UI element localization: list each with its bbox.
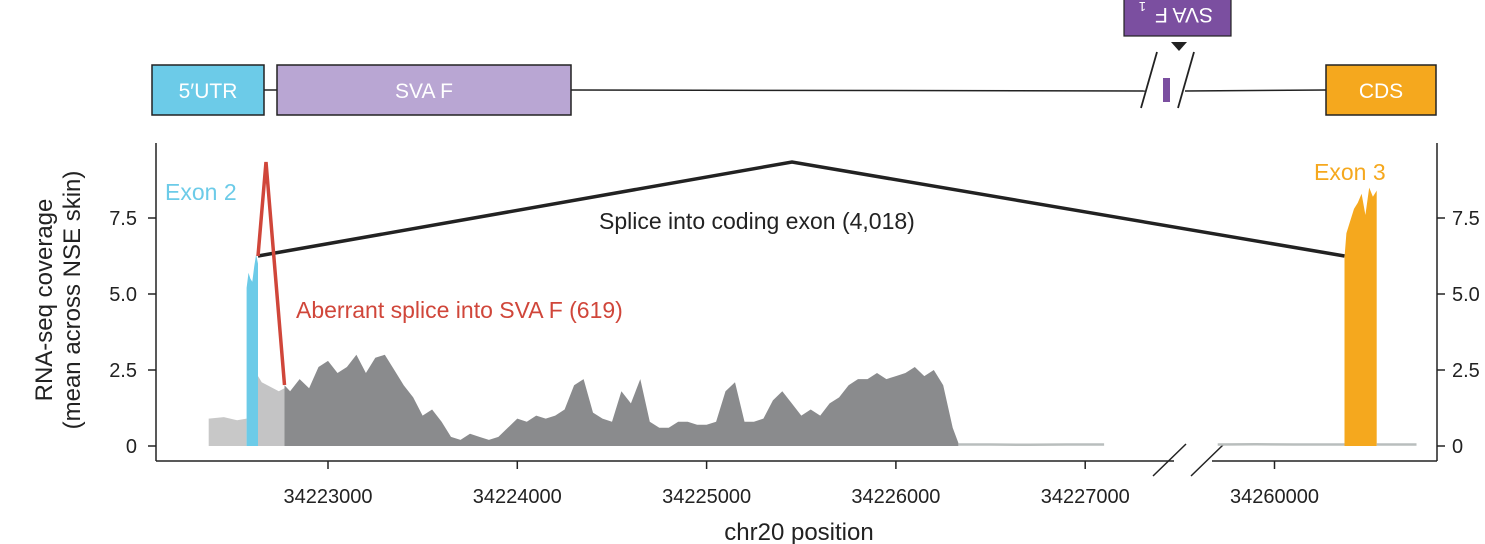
aberrant-splice-label: Aberrant splice into SVA F (619) — [296, 297, 623, 323]
coverage-area-exon3 — [1344, 187, 1377, 446]
y-tick-label-right: 0 — [1452, 436, 1463, 458]
x-tick-label: 34227000 — [1041, 486, 1130, 508]
sva-pointer-icon — [1171, 42, 1187, 51]
coding-splice-label: Splice into coding exon (4,018) — [599, 208, 915, 234]
axes — [155, 143, 1438, 477]
splice-arc-coding — [257, 160, 1345, 258]
axis-break-right — [1190, 443, 1225, 477]
gene-model: 5′UTR SVA F CDS SVA F 1 — [151, 0, 1437, 116]
utr-label: 5′UTR — [179, 80, 238, 103]
sva-box — [276, 64, 572, 116]
splice-arc-aberrant — [256, 161, 287, 386]
y-tick-label-left: 7.5 — [109, 208, 137, 230]
sva-inverted-label: SVA F — [1155, 3, 1213, 26]
utr-box — [151, 64, 265, 116]
y-tick-label-right: 5.0 — [1452, 284, 1480, 306]
exon2-label: Exon 2 — [165, 179, 237, 205]
coverage-area-exon2 — [246, 254, 258, 446]
coverage-layer — [208, 187, 1417, 447]
sva-inverted-sub: 1 — [1139, 0, 1146, 14]
x-tick-label: 34225000 — [662, 486, 751, 508]
sva-inverted-box — [1123, 0, 1232, 37]
x-axis-title: chr20 position — [724, 519, 873, 544]
gene-backbone-right — [1184, 89, 1327, 92]
y-tick-label-left: 2.5 — [109, 360, 137, 382]
y-tick-label-right: 2.5 — [1452, 360, 1480, 382]
coverage-area-upstream — [208, 417, 247, 446]
x-tick-label: 34260000 — [1230, 486, 1319, 508]
tick-layer: 0 0 2.5 2.5 5.0 5.0 7.5 7.5 34223000 34224000 3422… — [109, 208, 1480, 508]
y-tick-label-left: 0 — [126, 436, 137, 458]
y-axis-title-line2: (mean across NSE skin) — [59, 171, 86, 430]
x-tick-label: 34223000 — [284, 486, 373, 508]
cds-label: CDS — [1359, 80, 1403, 103]
gene-break-right — [1177, 51, 1195, 109]
splice-arc-layer — [256, 160, 1345, 386]
coverage-area-intron — [284, 354, 959, 446]
gene-backbone-mid — [570, 89, 1146, 92]
exon3-label: Exon 3 — [1314, 159, 1386, 185]
x-tick-label: 34224000 — [473, 486, 562, 508]
sva-label: SVA F — [395, 80, 453, 103]
cds-box — [1325, 64, 1437, 116]
y-tick-label-left: 5.0 — [109, 284, 137, 306]
sva-small-mark — [1163, 78, 1170, 102]
axis-break-left — [1152, 443, 1187, 477]
y-tick-label-right: 7.5 — [1452, 208, 1480, 230]
gene-break-left — [1140, 51, 1158, 109]
y-axis-title-line1: RNA-seq coverage — [31, 199, 58, 402]
coverage-area-sva — [258, 376, 285, 446]
x-tick-label: 34226000 — [851, 486, 940, 508]
